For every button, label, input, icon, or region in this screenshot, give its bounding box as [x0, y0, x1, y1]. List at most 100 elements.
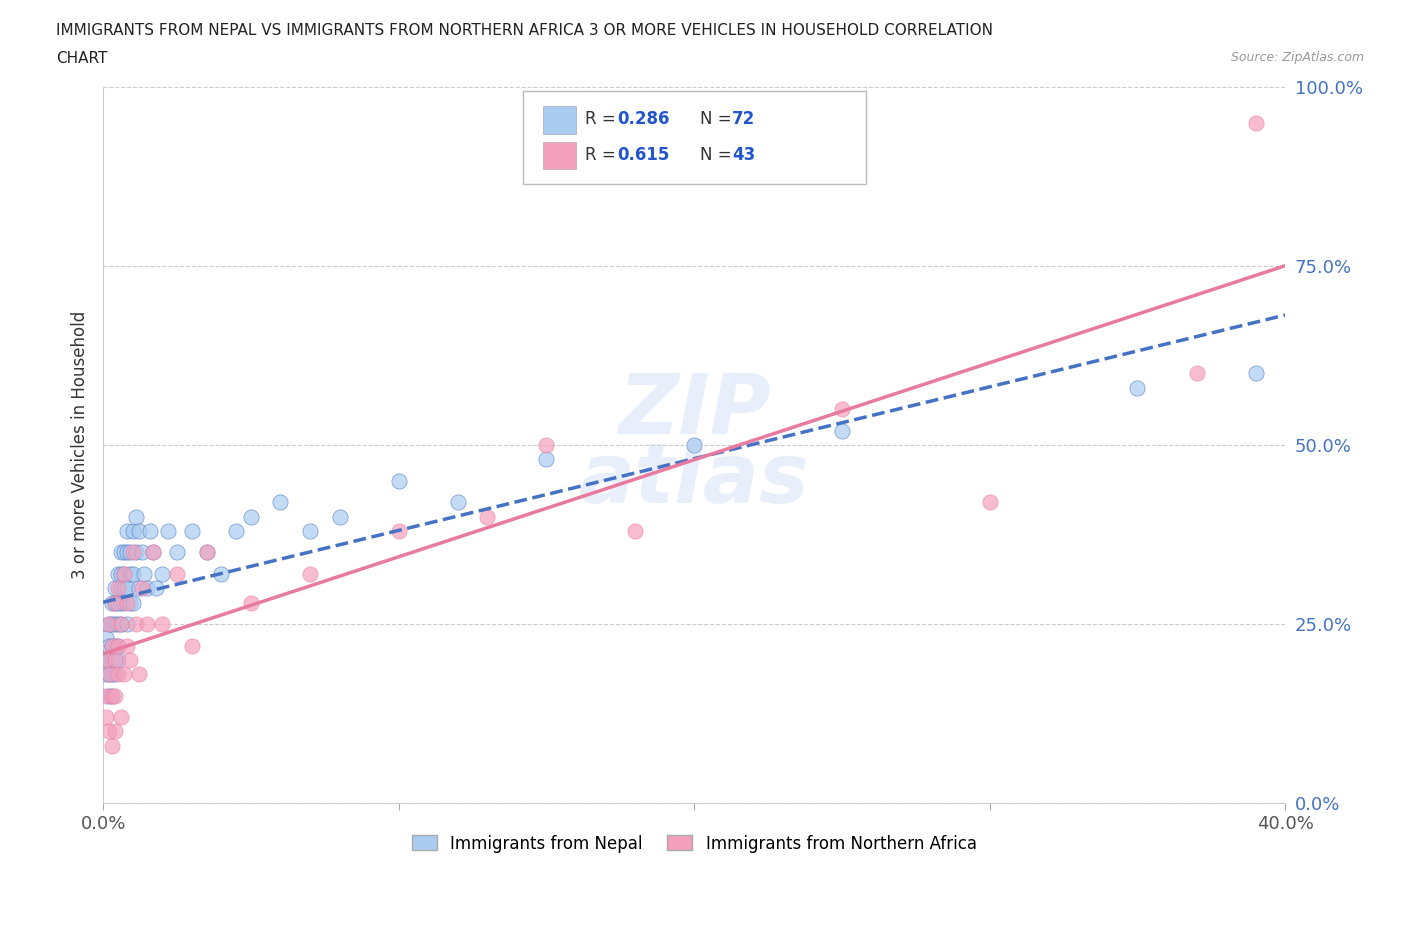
Point: [145, 581, 167, 596]
Point: [121, 566, 143, 581]
Point: [150, 617, 173, 631]
Point: [388, 524, 411, 538]
Text: 43: 43: [733, 146, 755, 164]
Point: [107, 638, 129, 653]
Text: N =: N =: [700, 111, 737, 128]
Point: [98, 617, 121, 631]
Point: [98, 667, 121, 682]
Text: R =: R =: [585, 146, 621, 164]
Point: [115, 638, 138, 653]
Point: [979, 495, 1001, 510]
Point: [110, 566, 132, 581]
Point: [134, 566, 156, 581]
Point: [209, 566, 232, 581]
Point: [104, 595, 127, 610]
Point: [477, 510, 499, 525]
Point: [104, 581, 127, 596]
Point: [166, 545, 188, 560]
Point: [110, 595, 132, 610]
Point: [536, 452, 558, 467]
Point: [139, 524, 162, 538]
Point: [624, 524, 647, 538]
Point: [112, 566, 135, 581]
Point: [142, 545, 165, 560]
Point: [101, 688, 124, 703]
Point: [136, 581, 159, 596]
Point: [328, 510, 350, 525]
Point: [831, 423, 853, 438]
Point: [180, 638, 202, 653]
Point: [104, 595, 127, 610]
Point: [269, 495, 291, 510]
Point: [107, 595, 129, 610]
Point: [239, 595, 262, 610]
Point: [104, 653, 127, 668]
Point: [157, 524, 180, 538]
Point: [107, 653, 129, 668]
Point: [195, 545, 218, 560]
Point: [136, 617, 159, 631]
Point: [107, 638, 129, 653]
Point: [121, 595, 143, 610]
Point: [118, 653, 141, 668]
Point: [98, 724, 121, 739]
Point: [831, 402, 853, 417]
Point: [104, 724, 127, 739]
Point: [101, 595, 124, 610]
Point: [1244, 366, 1267, 381]
Point: [1126, 380, 1149, 395]
Point: [683, 438, 706, 453]
Point: [115, 545, 138, 560]
Point: [121, 524, 143, 538]
Point: [107, 566, 129, 581]
Point: [124, 510, 146, 525]
Point: [94, 710, 117, 724]
Point: [104, 638, 127, 653]
Point: [110, 710, 132, 724]
Point: [101, 653, 124, 668]
Point: [115, 595, 138, 610]
Point: [131, 545, 153, 560]
Point: [131, 581, 153, 596]
Point: [112, 595, 135, 610]
Point: [98, 638, 121, 653]
Point: [104, 653, 127, 668]
Point: [128, 667, 150, 682]
Point: [298, 566, 321, 581]
FancyBboxPatch shape: [543, 142, 576, 169]
Point: [112, 667, 135, 682]
Text: IMMIGRANTS FROM NEPAL VS IMMIGRANTS FROM NORTHERN AFRICA 3 OR MORE VEHICLES IN H: IMMIGRANTS FROM NEPAL VS IMMIGRANTS FROM…: [56, 23, 993, 38]
Point: [118, 566, 141, 581]
Point: [107, 667, 129, 682]
Point: [110, 545, 132, 560]
Point: [110, 581, 132, 596]
Point: [101, 688, 124, 703]
Text: 72: 72: [733, 111, 755, 128]
Point: [115, 524, 138, 538]
Point: [447, 495, 470, 510]
Point: [180, 524, 202, 538]
Point: [98, 688, 121, 703]
FancyBboxPatch shape: [543, 106, 576, 134]
Point: [115, 581, 138, 596]
Point: [104, 688, 127, 703]
Point: [112, 545, 135, 560]
Point: [94, 653, 117, 668]
Point: [1244, 115, 1267, 130]
Point: [142, 545, 165, 560]
Text: 0.615: 0.615: [617, 146, 669, 164]
Point: [195, 545, 218, 560]
Text: N =: N =: [700, 146, 737, 164]
Point: [166, 566, 188, 581]
Point: [101, 667, 124, 682]
Y-axis label: 3 or more Vehicles in Household: 3 or more Vehicles in Household: [72, 311, 89, 579]
Point: [94, 667, 117, 682]
Point: [110, 617, 132, 631]
Text: CHART: CHART: [56, 51, 108, 66]
Point: [110, 617, 132, 631]
Point: [112, 566, 135, 581]
Point: [536, 438, 558, 453]
Point: [101, 617, 124, 631]
Point: [150, 566, 173, 581]
Point: [101, 638, 124, 653]
